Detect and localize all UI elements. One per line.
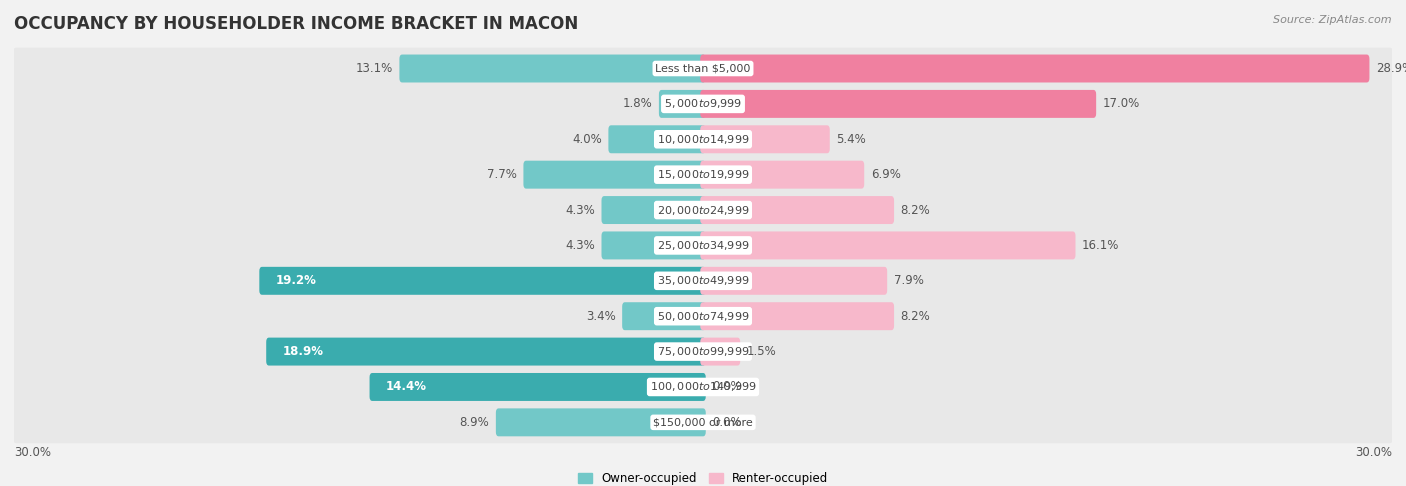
- Text: $25,000 to $34,999: $25,000 to $34,999: [657, 239, 749, 252]
- Text: 3.4%: 3.4%: [586, 310, 616, 323]
- Text: 8.9%: 8.9%: [460, 416, 489, 429]
- Text: 16.1%: 16.1%: [1083, 239, 1119, 252]
- Text: 1.8%: 1.8%: [623, 97, 652, 110]
- FancyBboxPatch shape: [700, 125, 830, 153]
- Text: $150,000 or more: $150,000 or more: [654, 417, 752, 427]
- Text: Source: ZipAtlas.com: Source: ZipAtlas.com: [1274, 15, 1392, 25]
- Text: 7.9%: 7.9%: [894, 274, 924, 287]
- Text: 14.4%: 14.4%: [387, 381, 427, 394]
- Text: 17.0%: 17.0%: [1102, 97, 1140, 110]
- Text: $10,000 to $14,999: $10,000 to $14,999: [657, 133, 749, 146]
- Text: 5.4%: 5.4%: [837, 133, 866, 146]
- FancyBboxPatch shape: [13, 83, 1393, 125]
- FancyBboxPatch shape: [399, 54, 706, 83]
- FancyBboxPatch shape: [602, 196, 706, 224]
- FancyBboxPatch shape: [370, 373, 706, 401]
- Text: OCCUPANCY BY HOUSEHOLDER INCOME BRACKET IN MACON: OCCUPANCY BY HOUSEHOLDER INCOME BRACKET …: [14, 15, 578, 33]
- Text: $20,000 to $24,999: $20,000 to $24,999: [657, 204, 749, 217]
- FancyBboxPatch shape: [266, 338, 706, 365]
- Text: 8.2%: 8.2%: [900, 310, 931, 323]
- FancyBboxPatch shape: [609, 125, 706, 153]
- FancyBboxPatch shape: [13, 189, 1393, 231]
- FancyBboxPatch shape: [700, 231, 1076, 260]
- Text: 18.9%: 18.9%: [283, 345, 323, 358]
- Text: $100,000 to $149,999: $100,000 to $149,999: [650, 381, 756, 394]
- FancyBboxPatch shape: [602, 231, 706, 260]
- Text: 4.0%: 4.0%: [572, 133, 602, 146]
- FancyBboxPatch shape: [700, 338, 740, 365]
- Text: 13.1%: 13.1%: [356, 62, 392, 75]
- Legend: Owner-occupied, Renter-occupied: Owner-occupied, Renter-occupied: [572, 467, 834, 486]
- FancyBboxPatch shape: [496, 408, 706, 436]
- FancyBboxPatch shape: [259, 267, 706, 295]
- Text: 0.0%: 0.0%: [713, 416, 742, 429]
- FancyBboxPatch shape: [659, 90, 706, 118]
- Text: 7.7%: 7.7%: [486, 168, 517, 181]
- FancyBboxPatch shape: [700, 267, 887, 295]
- FancyBboxPatch shape: [623, 302, 706, 330]
- FancyBboxPatch shape: [700, 161, 865, 189]
- FancyBboxPatch shape: [700, 90, 1097, 118]
- Text: $35,000 to $49,999: $35,000 to $49,999: [657, 274, 749, 287]
- Text: 8.2%: 8.2%: [900, 204, 931, 217]
- Text: $15,000 to $19,999: $15,000 to $19,999: [657, 168, 749, 181]
- FancyBboxPatch shape: [13, 260, 1393, 302]
- FancyBboxPatch shape: [13, 295, 1393, 337]
- Text: $5,000 to $9,999: $5,000 to $9,999: [664, 97, 742, 110]
- Text: 30.0%: 30.0%: [1355, 447, 1392, 459]
- FancyBboxPatch shape: [13, 119, 1393, 160]
- Text: $75,000 to $99,999: $75,000 to $99,999: [657, 345, 749, 358]
- FancyBboxPatch shape: [700, 196, 894, 224]
- FancyBboxPatch shape: [13, 401, 1393, 443]
- Text: 4.3%: 4.3%: [565, 239, 595, 252]
- FancyBboxPatch shape: [13, 225, 1393, 266]
- FancyBboxPatch shape: [700, 54, 1369, 83]
- Text: 28.9%: 28.9%: [1376, 62, 1406, 75]
- Text: $50,000 to $74,999: $50,000 to $74,999: [657, 310, 749, 323]
- FancyBboxPatch shape: [700, 302, 894, 330]
- Text: 6.9%: 6.9%: [870, 168, 900, 181]
- FancyBboxPatch shape: [13, 48, 1393, 89]
- FancyBboxPatch shape: [13, 154, 1393, 195]
- FancyBboxPatch shape: [13, 330, 1393, 372]
- Text: 30.0%: 30.0%: [14, 447, 51, 459]
- Text: 0.0%: 0.0%: [713, 381, 742, 394]
- FancyBboxPatch shape: [523, 161, 706, 189]
- FancyBboxPatch shape: [13, 366, 1393, 408]
- Text: 19.2%: 19.2%: [276, 274, 316, 287]
- Text: 4.3%: 4.3%: [565, 204, 595, 217]
- Text: 1.5%: 1.5%: [747, 345, 776, 358]
- Text: Less than $5,000: Less than $5,000: [655, 64, 751, 73]
